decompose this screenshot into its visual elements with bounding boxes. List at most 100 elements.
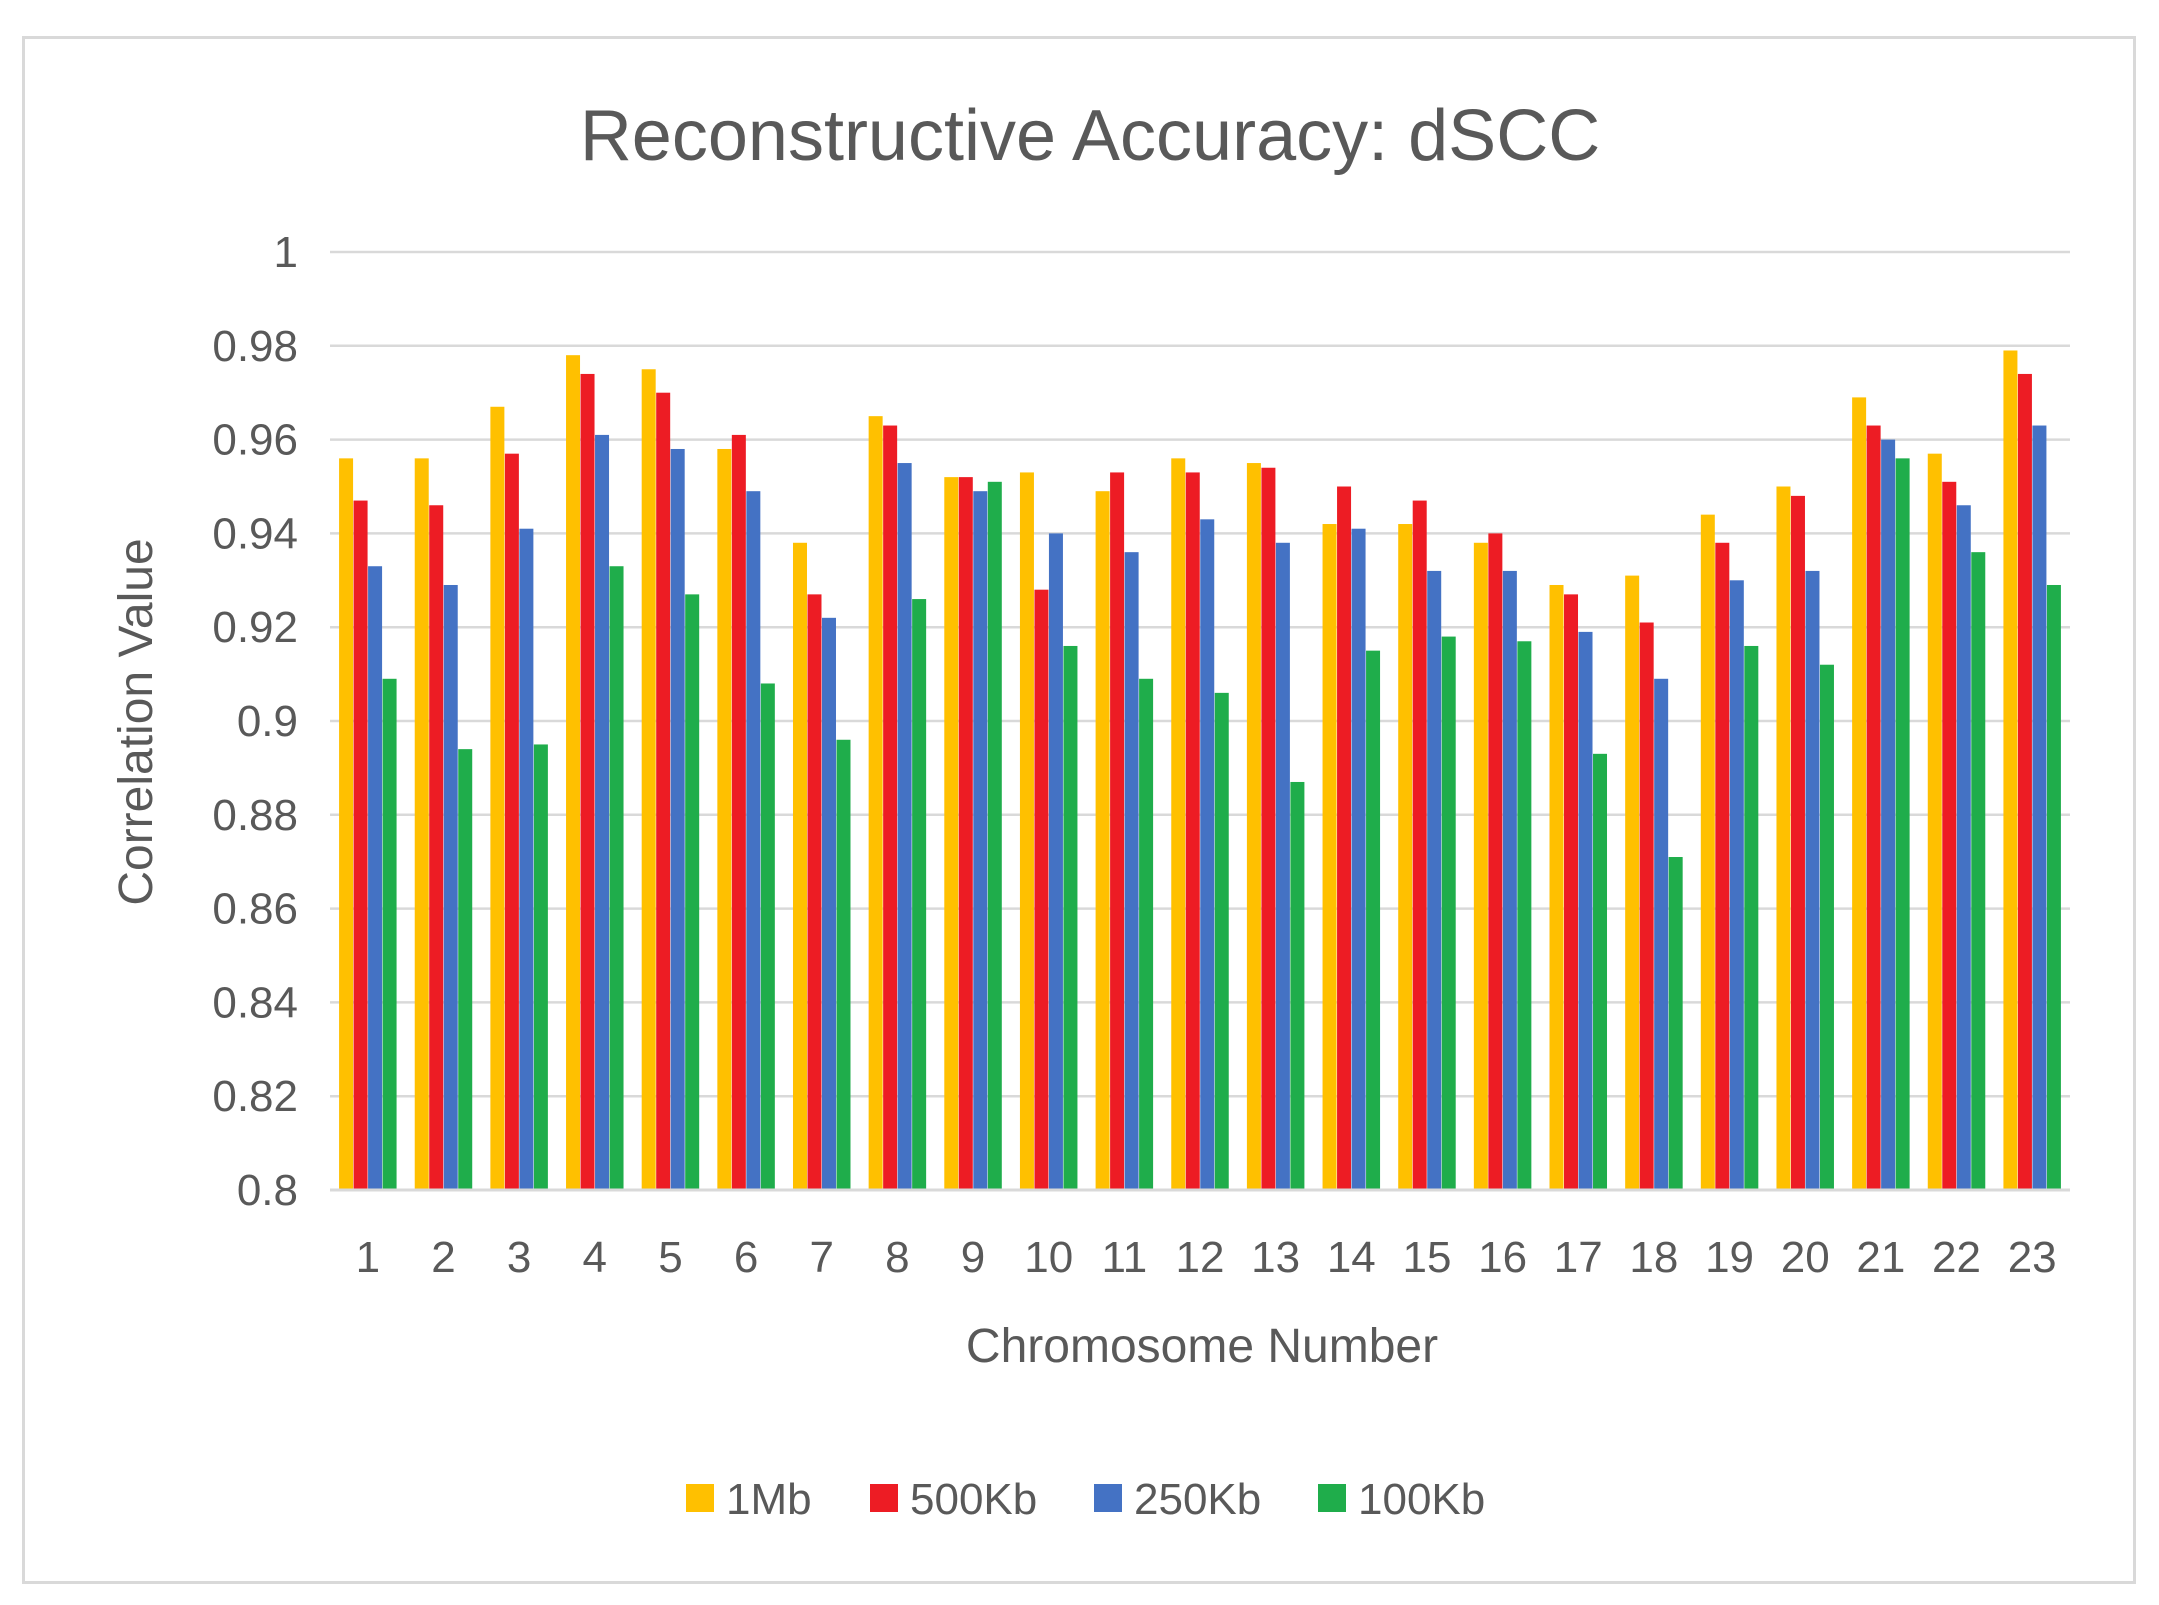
- legend-swatch-250Kb: [1094, 1484, 1122, 1512]
- bar-250Kb-chr-10: [1048, 533, 1063, 1190]
- bar-1Mb-chr-6: [717, 448, 732, 1191]
- bar-250Kb-chr-15: [1427, 570, 1442, 1190]
- bar-1Mb-chr-1: [339, 458, 354, 1190]
- bar-250Kb-chr-8: [897, 463, 912, 1190]
- bar-100Kb-chr-21: [1895, 458, 1910, 1190]
- bar-500Kb-chr-17: [1564, 594, 1579, 1190]
- bar-100Kb-chr-17: [1593, 753, 1608, 1190]
- bar-100Kb-chr-2: [458, 749, 473, 1190]
- y-tick-label: 0.86: [212, 885, 298, 934]
- bar-100Kb-chr-23: [2046, 584, 2061, 1190]
- bar-100Kb-chr-9: [987, 481, 1002, 1190]
- bar-1Mb-chr-12: [1171, 458, 1186, 1190]
- bar-250Kb-chr-23: [2032, 425, 2047, 1190]
- bar-100Kb-chr-11: [1139, 678, 1154, 1190]
- y-axis-label: Correlation Value: [110, 538, 163, 905]
- bar-250Kb-chr-2: [443, 584, 458, 1190]
- bar-500Kb-chr-14: [1337, 486, 1352, 1190]
- x-tick-label: 8: [885, 1233, 909, 1282]
- bar-1Mb-chr-4: [566, 355, 581, 1190]
- bar-1Mb-chr-20: [1776, 486, 1791, 1190]
- legend-label-100Kb: 100Kb: [1358, 1475, 1485, 1524]
- x-tick-label: 22: [1932, 1233, 1981, 1282]
- bar-1Mb-chr-23: [2003, 350, 2018, 1190]
- bar-1Mb-chr-8: [868, 416, 883, 1190]
- bar-100Kb-chr-20: [1819, 664, 1834, 1190]
- bar-250Kb-chr-3: [519, 528, 534, 1190]
- y-tick-label: 1: [274, 228, 298, 277]
- bar-500Kb-chr-19: [1715, 542, 1730, 1190]
- bar-500Kb-chr-1: [353, 500, 368, 1190]
- bar-250Kb-chr-16: [1502, 570, 1517, 1190]
- bar-500Kb-chr-16: [1488, 533, 1503, 1190]
- y-tick-label: 0.9: [237, 697, 298, 746]
- bar-100Kb-chr-19: [1744, 645, 1759, 1190]
- bar-250Kb-chr-18: [1654, 678, 1669, 1190]
- x-tick-label: 16: [1478, 1233, 1527, 1282]
- bar-250Kb-chr-7: [821, 617, 836, 1190]
- legend: 1Mb 500Kb 250Kb 100Kb: [686, 1475, 1485, 1524]
- y-tick-label: 0.94: [212, 509, 298, 558]
- x-tick-label: 3: [507, 1233, 531, 1282]
- bar-500Kb-chr-5: [656, 392, 671, 1190]
- bar-100Kb-chr-12: [1214, 692, 1229, 1190]
- bar-500Kb-chr-4: [580, 373, 595, 1190]
- x-tick-label: 14: [1327, 1233, 1376, 1282]
- bar-100Kb-chr-4: [609, 566, 624, 1190]
- bar-1Mb-chr-2: [414, 458, 429, 1190]
- bar-100Kb-chr-22: [1971, 552, 1986, 1190]
- x-tick-label: 18: [1629, 1233, 1678, 1282]
- bar-1Mb-chr-11: [1095, 491, 1110, 1190]
- bar-250Kb-chr-21: [1881, 439, 1896, 1191]
- y-tick-label: 0.88: [212, 791, 298, 840]
- y-tick-label: 0.84: [212, 978, 298, 1027]
- bar-1Mb-chr-17: [1549, 584, 1564, 1190]
- bar-100Kb-chr-16: [1517, 641, 1532, 1190]
- bar-500Kb-chr-13: [1261, 467, 1276, 1190]
- bar-1Mb-chr-7: [792, 542, 807, 1190]
- x-tick-label: 2: [431, 1233, 455, 1282]
- bar-500Kb-chr-18: [1639, 622, 1654, 1190]
- legend-swatch-500Kb: [870, 1484, 898, 1512]
- y-tick-label: 0.96: [212, 416, 298, 465]
- bar-500Kb-chr-7: [807, 594, 822, 1190]
- bar-1Mb-chr-22: [1927, 453, 1942, 1190]
- x-tick-label: 23: [2008, 1233, 2057, 1282]
- bar-1Mb-chr-19: [1700, 514, 1715, 1190]
- bar-1Mb-chr-9: [944, 477, 959, 1190]
- bar-1Mb-chr-5: [641, 369, 656, 1190]
- bar-250Kb-chr-9: [973, 491, 988, 1190]
- y-tick-label: 0.92: [212, 603, 298, 652]
- y-tick-label: 0.82: [212, 1072, 298, 1121]
- y-tick-labels: 0.8 0.82 0.84 0.86 0.88 0.9 0.92 0.94 0.96 0.98 1: [212, 228, 298, 1215]
- bar-100Kb-chr-8: [912, 599, 927, 1190]
- legend-swatch-1Mb: [686, 1484, 714, 1512]
- bar-100Kb-chr-13: [1290, 781, 1305, 1190]
- bar-100Kb-chr-10: [1063, 645, 1078, 1190]
- bar-250Kb-chr-13: [1275, 542, 1290, 1190]
- bar-1Mb-chr-16: [1473, 542, 1488, 1190]
- bar-500Kb-chr-12: [1185, 472, 1200, 1190]
- bar-500Kb-chr-11: [1110, 472, 1125, 1190]
- x-tick-label: 15: [1402, 1233, 1451, 1282]
- bar-100Kb-chr-6: [760, 683, 775, 1190]
- bar-100Kb-chr-5: [685, 594, 700, 1190]
- bar-1Mb-chr-15: [1398, 524, 1413, 1190]
- bar-250Kb-chr-11: [1124, 552, 1139, 1190]
- bar-500Kb-chr-21: [1866, 425, 1881, 1190]
- bar-1Mb-chr-21: [1852, 397, 1867, 1190]
- bar-500Kb-chr-8: [883, 425, 898, 1190]
- x-tick-label: 1: [356, 1233, 380, 1282]
- x-tick-label: 21: [1856, 1233, 1905, 1282]
- bar-250Kb-chr-6: [746, 491, 761, 1190]
- bar-1Mb-chr-18: [1625, 575, 1640, 1190]
- legend-label-500Kb: 500Kb: [910, 1475, 1037, 1524]
- x-tick-label: 20: [1781, 1233, 1830, 1282]
- x-tick-label: 12: [1176, 1233, 1225, 1282]
- y-tick-label: 0.98: [212, 322, 298, 371]
- x-tick-label: 5: [658, 1233, 682, 1282]
- bar-500Kb-chr-20: [1790, 495, 1805, 1190]
- x-tick-label: 11: [1102, 1233, 1148, 1282]
- x-tick-labels: 1 2 3 4 5 6 7 8 9 10 11 12 13 14 15 16 17 18 19 20 21 22 23: [356, 1233, 2057, 1282]
- legend-label-250Kb: 250Kb: [1134, 1475, 1261, 1524]
